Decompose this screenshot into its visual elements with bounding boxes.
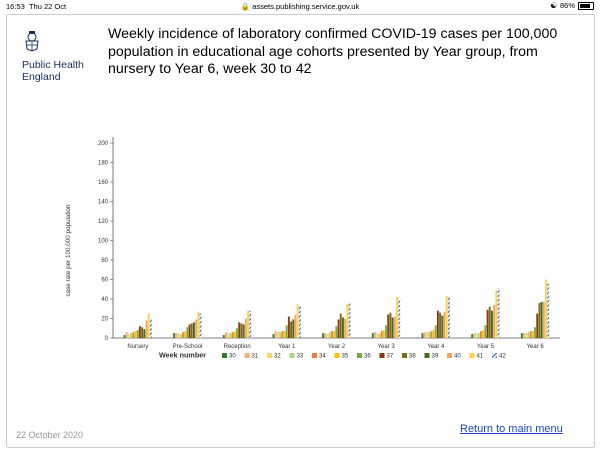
org-name: Public Health England bbox=[22, 59, 97, 83]
address-bar[interactable]: 🔒 assets.publishing.service.gov.uk bbox=[240, 2, 360, 11]
battery-percent: 86% bbox=[559, 1, 575, 10]
wifi-icon: ☯ bbox=[550, 1, 557, 10]
url-text[interactable]: assets.publishing.service.gov.uk bbox=[252, 2, 360, 11]
royal-crest-icon bbox=[25, 31, 39, 52]
return-to-menu-link[interactable]: Return to main menu bbox=[460, 423, 563, 435]
battery-icon bbox=[578, 1, 594, 10]
slide-frame bbox=[6, 14, 595, 448]
status-bar: 16:53 Thu 22 Oct 🔒 assets.publishing.ser… bbox=[0, 0, 600, 13]
status-icons: ☯ 86% bbox=[550, 1, 594, 10]
phe-logo: Public Health England bbox=[22, 30, 97, 83]
footer-date: 22 October 2020 bbox=[16, 430, 84, 440]
slide-title: Weekly incidence of laboratory confirmed… bbox=[108, 26, 558, 77]
status-time: 16:53 Thu 22 Oct bbox=[6, 2, 67, 11]
org-name-line2: England bbox=[22, 71, 61, 83]
org-name-line1: Public Health bbox=[22, 59, 84, 71]
